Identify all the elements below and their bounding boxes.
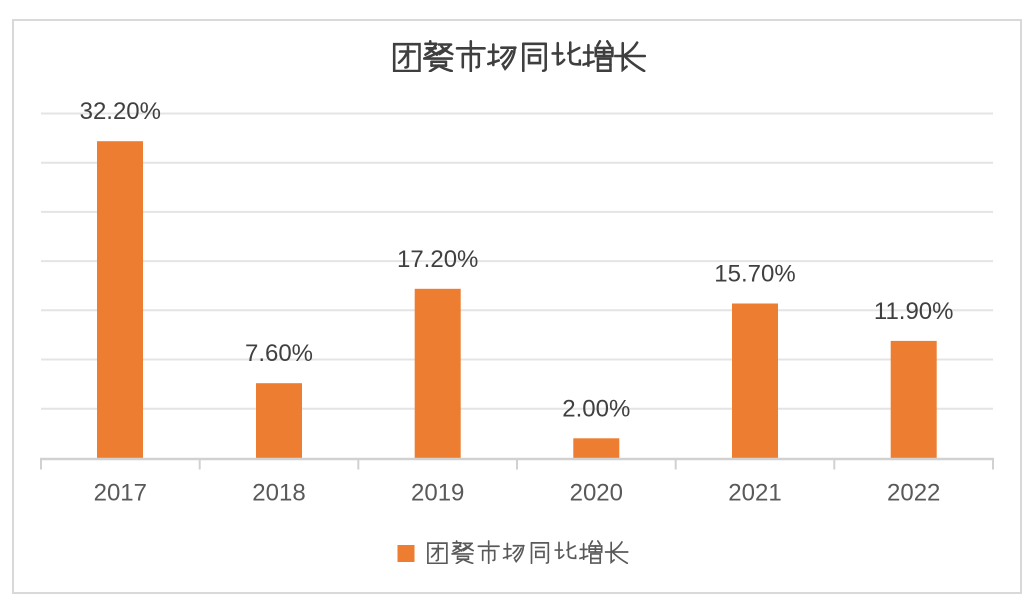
- svg-text:11.90%: 11.90%: [874, 298, 954, 325]
- svg-text:17.20%: 17.20%: [397, 246, 478, 273]
- svg-text:2.00%: 2.00%: [562, 395, 630, 422]
- svg-text:2021: 2021: [728, 480, 781, 507]
- svg-text:2020: 2020: [570, 480, 623, 507]
- svg-text:32.20%: 32.20%: [80, 98, 161, 125]
- svg-text:2022: 2022: [887, 480, 940, 507]
- svg-text:2018: 2018: [252, 480, 305, 507]
- svg-text:15.70%: 15.70%: [714, 261, 795, 288]
- svg-text:2019: 2019: [411, 480, 464, 507]
- svg-text:7.60%: 7.60%: [245, 340, 313, 367]
- svg-text:2017: 2017: [94, 480, 147, 507]
